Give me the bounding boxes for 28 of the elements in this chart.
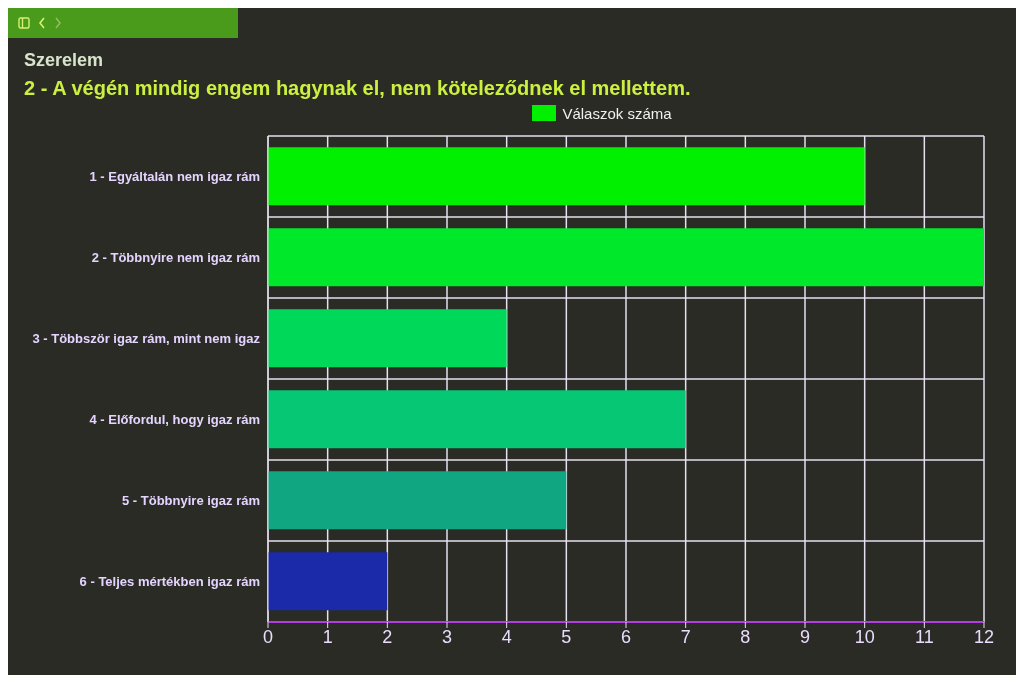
y-tick-label: 4 - Előfordul, hogy igaz rám	[89, 412, 260, 428]
y-tick-label: 1 - Egyáltalán nem igaz rám	[89, 169, 260, 185]
y-tick-label: 6 - Teljes mértékben igaz rám	[79, 574, 260, 590]
x-tick-label: 1	[322, 626, 333, 647]
text: Szerelem	[24, 50, 105, 71]
bar	[268, 390, 686, 449]
x-tick-label: 0	[262, 626, 274, 647]
x-tick-label: 8	[740, 626, 751, 647]
bar	[268, 552, 388, 611]
x-tick-label: 12	[973, 626, 995, 647]
x-tick-label: 3	[441, 626, 453, 647]
x-tick-label: 9	[799, 626, 811, 647]
y-tick-label: 5 - Többnyire igaz rám	[122, 493, 260, 509]
chart-subtitle: 2 - A végén mindig engem hagynak el, nem köteleződnek el mellettem.	[24, 77, 692, 100]
bar	[268, 309, 507, 368]
x-tick-label: 5	[561, 626, 572, 647]
bar	[268, 471, 567, 530]
x-tick-label: 11	[914, 626, 934, 647]
y-tick-label: 3 - Többször igaz rám, mint nem igaz	[32, 331, 261, 347]
x-tick-label: 10	[854, 626, 875, 647]
x-tick-label: 4	[501, 626, 512, 647]
bar	[268, 228, 984, 287]
x-tick-label: 6	[620, 626, 632, 647]
legend-label: Válaszok száma	[562, 104, 672, 122]
x-tick-label: 7	[680, 626, 691, 647]
bar	[268, 147, 865, 206]
x-tick-label: 2	[382, 626, 393, 647]
y-tick-label: 2 - Többnyire nem igaz rám	[91, 250, 260, 266]
